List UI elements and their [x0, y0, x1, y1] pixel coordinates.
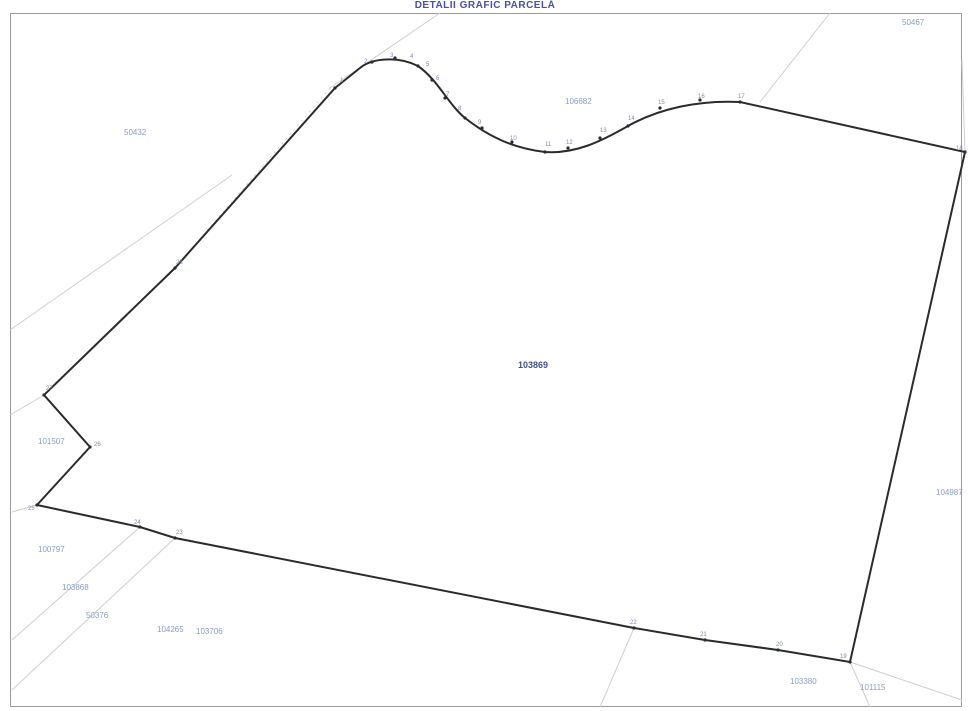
vertex-point — [566, 146, 570, 150]
parcel-bottom-left-1-label: 100797 — [38, 545, 65, 554]
vertex-point — [35, 503, 39, 507]
vertex-label: 26 — [94, 442, 101, 448]
parcel-top-right-label: 50467 — [902, 18, 925, 27]
neighbor-boundaries — [9, 12, 966, 708]
vertex-point — [543, 150, 547, 154]
vertex-point — [430, 78, 434, 82]
parcel-bottom-left-2-label: 103868 — [62, 583, 89, 592]
vertex-label: 27 — [46, 386, 53, 392]
vertex-label: 14 — [628, 116, 635, 122]
vertex-label: 16 — [698, 94, 705, 100]
neighbor-line — [9, 174, 233, 331]
vertex-point — [848, 660, 852, 664]
vertex-point — [443, 96, 447, 100]
parcel-bottom-right-1-label: 103380 — [790, 677, 817, 686]
parcel-bottom-left-5-label: 103706 — [196, 627, 223, 636]
parcel-top-middle-label: 106682 — [565, 97, 592, 106]
vertex-point — [963, 150, 967, 154]
vertex-label: 2 — [364, 59, 368, 65]
vertex-point — [626, 124, 630, 128]
vertex-point — [776, 648, 780, 652]
vertex-label: 24 — [134, 520, 141, 526]
neighbor-line — [599, 627, 635, 708]
neighbor-line — [11, 504, 38, 513]
neighbor-labels: 50467 106682 50432 101507 104987 100797 … — [38, 18, 963, 692]
vertex-point — [333, 86, 337, 90]
vertex-point — [698, 98, 702, 102]
vertex-label: 19 — [840, 654, 847, 660]
vertex-point — [416, 64, 420, 68]
vertex-label: 15 — [658, 100, 665, 106]
center-parcel-label: 103869 — [518, 360, 548, 370]
vertex-point — [738, 100, 742, 104]
vertex-label: 17 — [738, 94, 745, 100]
vertex-point — [370, 60, 374, 64]
vertex-point — [658, 106, 662, 110]
neighbor-line — [849, 661, 963, 701]
vertex-point — [480, 126, 484, 130]
parcel-bottom-right-2-label: 101115 — [860, 683, 886, 692]
vertex-label: 18 — [956, 146, 963, 152]
vertex-point — [88, 445, 92, 449]
vertex-label: 8 — [458, 106, 462, 112]
vertex-point — [463, 116, 467, 120]
vertex-label: 4 — [410, 54, 414, 60]
vertex-label: 10 — [510, 136, 517, 142]
vertex-label: 21 — [700, 632, 707, 638]
vertex-label: 11 — [545, 142, 552, 148]
vertex-point — [703, 638, 707, 642]
vertex-label: 23 — [176, 530, 183, 536]
vertex-label: 5 — [426, 62, 430, 68]
vertex-label: 12 — [566, 140, 573, 146]
vertex-label: 6 — [436, 76, 440, 82]
vertex-point — [632, 626, 636, 630]
vertex-point — [393, 56, 397, 60]
vertex-label: 7 — [446, 92, 450, 98]
parcel-right-label: 104987 — [936, 488, 963, 497]
vertex-point — [138, 525, 142, 529]
neighbor-line — [11, 537, 176, 691]
vertex-label: 25 — [28, 506, 35, 512]
vertex-label: 13 — [600, 128, 607, 134]
neighbor-line — [759, 12, 831, 103]
neighbor-line — [849, 661, 871, 708]
parcel-bottom-left-3-label: 50376 — [86, 611, 109, 620]
map-frame — [10, 13, 962, 707]
vertex-label: 9 — [478, 120, 482, 126]
vertex-labels: 1 2 3 4 5 6 7 8 9 10 11 12 13 14 15 16 1… — [28, 53, 963, 660]
vertex-point — [598, 136, 602, 140]
parcel-bottom-left-4-label: 104265 — [157, 625, 184, 634]
vertex-markers — [35, 56, 967, 664]
vertex-point — [42, 393, 46, 397]
map-title: DETALII GRAFIC PARCELĂ — [414, 0, 556, 11]
neighbor-line — [11, 526, 141, 641]
parcel-boundary — [35, 58, 967, 664]
vertex-point — [510, 140, 514, 144]
vertex-label: 1 — [340, 78, 344, 84]
vertex-label: 20 — [776, 642, 783, 648]
vertex-label: 28 — [176, 260, 183, 266]
vertex-label: 22 — [630, 620, 637, 626]
neighbor-line — [961, 59, 966, 153]
vertex-label: 3 — [390, 53, 394, 59]
vertex-point — [173, 266, 177, 270]
parcel-left-label: 101507 — [38, 437, 65, 446]
vertex-point — [173, 536, 177, 540]
neighbor-line — [9, 394, 45, 416]
parcel-top-left-label: 50432 — [124, 128, 147, 137]
neighbor-line — [329, 12, 441, 89]
